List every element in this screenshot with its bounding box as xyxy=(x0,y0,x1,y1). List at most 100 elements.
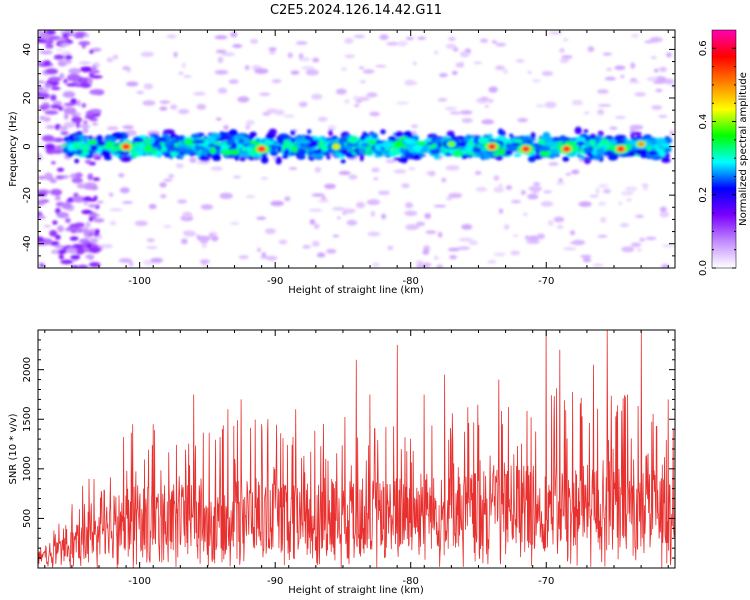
spectrogram-cell xyxy=(45,68,59,75)
spectrogram-cell xyxy=(653,68,659,73)
spectrogram-cell xyxy=(89,144,98,151)
spectrogram-cell xyxy=(317,116,328,122)
spectrogram-cell xyxy=(380,153,392,156)
spectrogram-cell xyxy=(644,40,654,44)
spectrogram-cell xyxy=(650,56,657,59)
spectrogram-cell xyxy=(517,118,528,123)
spectrogram-cell xyxy=(449,255,458,260)
spectrogram-cell xyxy=(348,174,358,180)
spectrogram-cell xyxy=(609,126,618,130)
spectrogram-cell xyxy=(559,48,565,53)
spectrogram-cell xyxy=(47,177,56,181)
spectrogram-cell xyxy=(504,224,510,230)
spectrogram-cell xyxy=(621,246,635,253)
spectrogram-cell xyxy=(86,110,93,117)
spectrogram-cell xyxy=(455,62,465,68)
spectrogram-cell xyxy=(292,146,298,153)
spectrogram-cell xyxy=(91,47,102,52)
spectrogram-cell xyxy=(380,129,386,135)
spectrogram-cell xyxy=(211,235,219,242)
spectrogram-cell xyxy=(392,146,397,155)
y-tick-label: 1500 xyxy=(22,407,33,432)
spectrogram-cell xyxy=(617,146,624,152)
spectrogram-cell xyxy=(448,37,456,41)
x-tick-label: -100 xyxy=(128,576,151,587)
spectrogram-cell xyxy=(76,131,84,135)
colorbar: 0.0 0.2 0.4 0.6 Normalized spectral amplitu… xyxy=(698,29,749,276)
spectrogram-cell xyxy=(543,190,552,194)
spectrogram-cell xyxy=(78,41,91,46)
spectrogram-cell xyxy=(411,124,419,128)
spectrogram-cell xyxy=(61,202,72,210)
spectrogram-cell xyxy=(290,70,300,75)
spectrogram-cell xyxy=(328,129,333,137)
spectrogram-cell xyxy=(261,156,269,164)
spectrogram-cell xyxy=(93,156,102,160)
spectrogram-cell xyxy=(659,66,667,73)
spectrogram-cell xyxy=(595,188,600,194)
spectrogram-cell xyxy=(446,132,455,137)
spectrogram-panel: -100 -90 -80 -70 -40 -20 0 20 40 Height of stra… xyxy=(8,29,676,296)
spectrogram-cell xyxy=(183,138,196,146)
spectrogram-cell xyxy=(83,120,88,125)
spectrogram-cell xyxy=(156,143,162,151)
spectrogram-cell xyxy=(72,243,85,250)
spectrogram-cell xyxy=(317,199,330,203)
spectrogram-cell xyxy=(533,182,541,186)
y-tick-label: 0 xyxy=(22,143,33,149)
spectrogram-cell xyxy=(42,116,51,123)
snr-series-line xyxy=(38,330,675,568)
spectrogram-cell xyxy=(295,41,308,45)
spectrogram-cell xyxy=(283,114,295,118)
spectrogram-cell xyxy=(395,131,404,138)
spectrogram-cell xyxy=(416,140,426,147)
spectrogram-cell xyxy=(87,173,94,181)
spectrogram-cell xyxy=(422,144,429,152)
spectrogram-cell xyxy=(140,51,155,57)
spectrogram-cell xyxy=(118,173,125,178)
spectrogram-cell xyxy=(487,98,494,103)
spectrogram-cell xyxy=(170,104,178,110)
spectrogram-cell xyxy=(439,73,448,78)
spectrogram-cell xyxy=(480,38,489,43)
spectrogram-cell xyxy=(343,208,356,214)
spectrogram-cell xyxy=(412,61,417,66)
spectrogram-cell xyxy=(474,170,482,175)
spectrogram-cell xyxy=(245,195,256,199)
spectrogram-cell xyxy=(39,61,44,65)
spectrogram-cell xyxy=(395,101,410,105)
snr-y-axis-label: SNR (10 * v/v) xyxy=(8,413,19,484)
spectrogram-cell xyxy=(50,94,57,101)
spectrogram-cell xyxy=(497,148,506,155)
spectrogram-cell xyxy=(178,108,190,115)
spectrogram-cell xyxy=(290,129,296,136)
spectrogram-cell xyxy=(458,237,473,242)
spectrogram-cell xyxy=(428,170,436,177)
spectrogram-cell xyxy=(96,149,102,154)
spectrogram-cell xyxy=(67,73,81,81)
spectrogram-cell xyxy=(448,192,463,199)
spectrogram-cell xyxy=(44,110,59,115)
spectrogram-cell xyxy=(498,183,503,190)
spectrogram-cell xyxy=(63,138,71,142)
spectrogram-cell xyxy=(555,181,566,186)
spectrogram-cell xyxy=(96,140,106,147)
spectrogram-cell xyxy=(192,139,205,144)
spectrogram-cell xyxy=(59,72,65,79)
spectrogram-cell xyxy=(43,60,51,65)
spectrogram-cell xyxy=(63,121,76,128)
spectrogram-cell xyxy=(477,152,482,158)
spectrogram-cell xyxy=(72,141,79,147)
spectrogram-cell xyxy=(50,104,62,109)
spectrogram-cell xyxy=(76,149,83,155)
spectrogram-cell xyxy=(62,59,72,65)
spectrogram-cell xyxy=(577,136,586,142)
spectrogram-cell xyxy=(638,141,645,147)
spectrogram-cell xyxy=(316,252,326,258)
spectrogram-cell xyxy=(81,209,93,215)
spectrogram-cell xyxy=(245,124,251,130)
spectrogram-cell xyxy=(85,159,92,164)
spectrogram-cell xyxy=(175,163,184,169)
spectrogram-cell xyxy=(370,210,376,217)
spectrogram-cell xyxy=(38,236,45,243)
